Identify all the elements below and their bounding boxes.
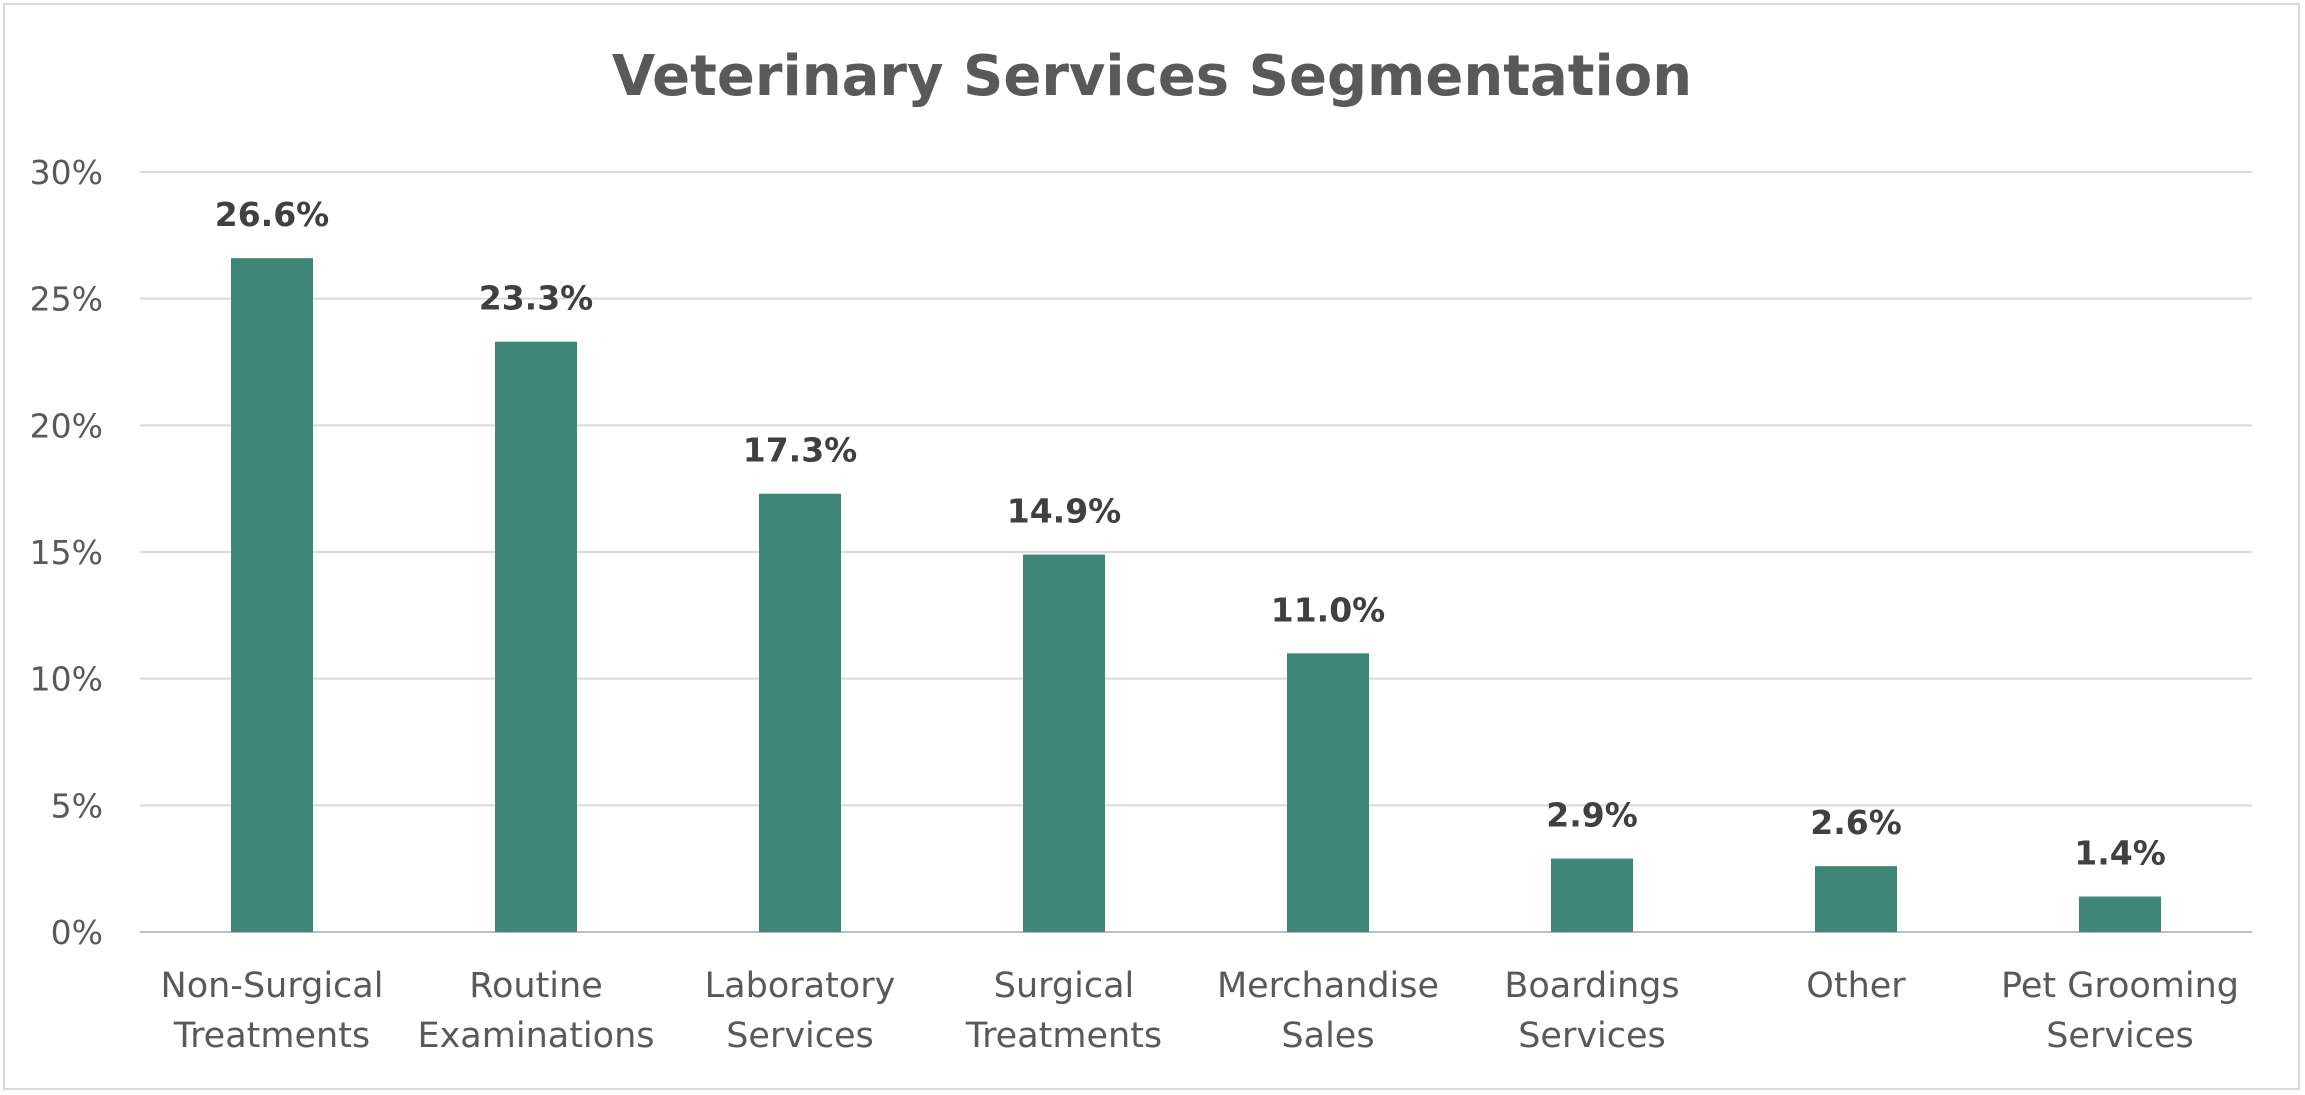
x-tick-label-line: Pet Grooming — [2001, 966, 2239, 1006]
chart-frame — [3, 3, 2300, 1090]
bars — [231, 258, 2161, 933]
data-label: 23.3% — [479, 279, 594, 318]
x-tick-label: Routine Examinations — [417, 966, 654, 1056]
x-tick-label-line: Services — [726, 1016, 874, 1056]
y-tick-label: 0% — [51, 913, 103, 952]
x-tick-label-line: Examinations — [417, 1016, 654, 1056]
y-tick-label: 25% — [30, 280, 103, 319]
x-tick-label-line: Merchandise — [1217, 966, 1439, 1006]
bar — [2079, 896, 2161, 932]
x-tick-label-line: Services — [2046, 1016, 2194, 1056]
x-tick-label: Surgical Treatments — [965, 966, 1162, 1056]
x-tick-label-line: Non-Surgical — [161, 966, 384, 1006]
x-tick-label-line: Routine — [469, 966, 603, 1006]
x-tick-label-line: Treatments — [965, 1016, 1162, 1056]
data-label: 1.4% — [2074, 834, 2166, 873]
x-tick-label: Pet Grooming Services — [2001, 966, 2239, 1056]
bar — [495, 341, 577, 932]
x-tick-label-line: Laboratory — [705, 966, 896, 1006]
x-tick-label-line: Sales — [1281, 1016, 1374, 1056]
y-tick-label: 30% — [30, 153, 103, 192]
bar — [231, 258, 313, 933]
data-label: 26.6% — [215, 195, 330, 234]
x-tick-label-line: Other — [1806, 966, 1906, 1006]
x-tick-label-line: Services — [1518, 1016, 1666, 1056]
x-tick-label: Boardings Services — [1504, 966, 1679, 1056]
gridlines — [140, 171, 2252, 933]
x-tick-label-line: Treatments — [173, 1016, 370, 1056]
x-tick-label: Laboratory Services — [705, 966, 896, 1056]
data-label: 2.6% — [1810, 803, 1902, 842]
x-tick-label: Merchandise Sales — [1217, 966, 1439, 1056]
data-label: 14.9% — [1007, 492, 1122, 531]
x-tick-label-line: Boardings — [1504, 966, 1679, 1006]
bar — [1551, 858, 1633, 932]
x-tick-label: Other — [1806, 966, 1906, 1006]
data-label: 11.0% — [1271, 590, 1386, 629]
y-tick-label: 15% — [30, 533, 103, 572]
x-tick-label: Non-Surgical Treatments — [161, 966, 384, 1056]
bar — [759, 493, 841, 932]
bar — [1287, 653, 1369, 932]
y-tick-label: 20% — [30, 406, 103, 445]
bar — [1815, 866, 1897, 932]
y-tick-label: 10% — [30, 660, 103, 699]
x-tick-label-line: Surgical — [994, 966, 1135, 1006]
chart-title: Veterinary Services Segmentation — [612, 44, 1692, 109]
x-axis-ticks: Non-Surgical Treatments Routine Examination… — [161, 966, 2239, 1056]
y-axis-ticks: 0% 5% 10% 15% 20% 25% 30% — [30, 153, 103, 952]
data-label: 2.9% — [1546, 796, 1638, 835]
bar — [1023, 554, 1105, 932]
data-labels: 26.6% 23.3% 17.3% 14.9% 11.0% 2.9% 2.6% 1.4% — [215, 195, 2166, 872]
data-label: 17.3% — [743, 431, 858, 470]
y-tick-label: 5% — [51, 786, 103, 825]
